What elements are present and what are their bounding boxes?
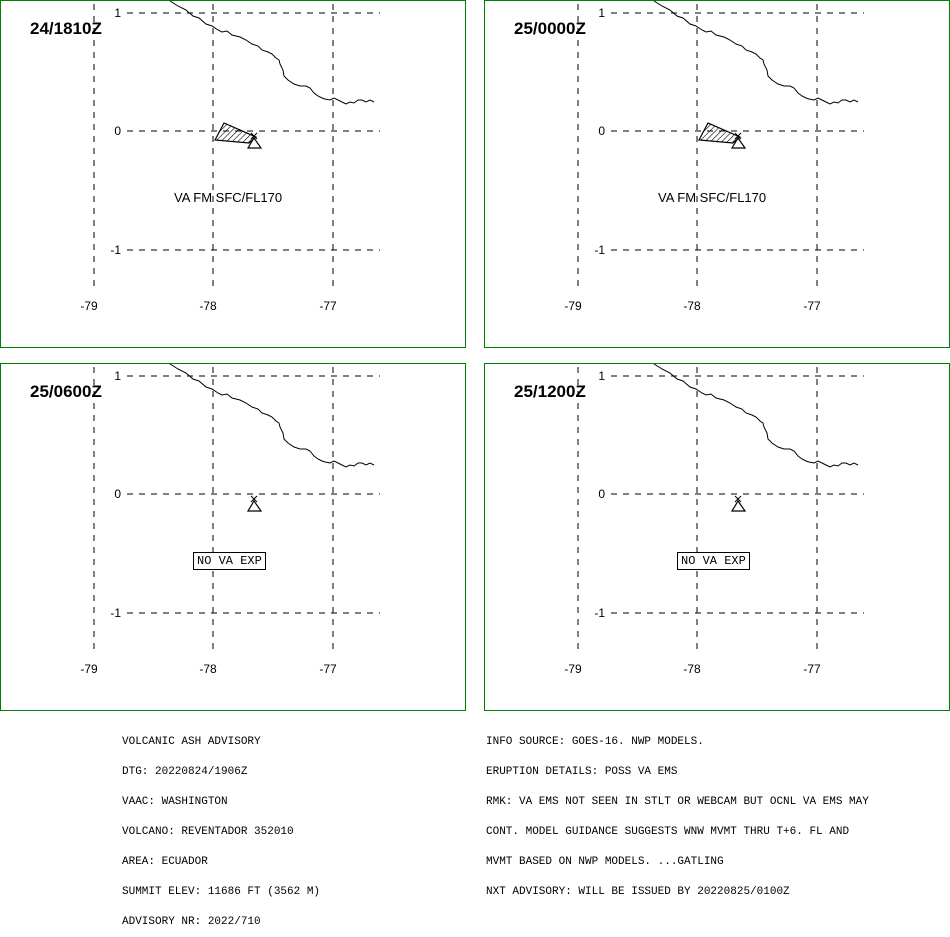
volcano-icon bbox=[246, 495, 263, 512]
latitude-tick-label: 0 bbox=[598, 487, 605, 501]
latitude-tick-label: 1 bbox=[598, 369, 605, 383]
coastline bbox=[653, 363, 859, 468]
valid-time-label: 25/1200Z bbox=[514, 382, 586, 401]
longitude-tick-label: -77 bbox=[803, 299, 821, 313]
volcano-icon bbox=[730, 132, 747, 149]
advisory-line: NXT ADVISORY: WILL BE ISSUED BY 20220825… bbox=[486, 886, 790, 898]
advisory-line: DTG: 20220824/1906Z bbox=[122, 766, 248, 778]
volcano-icon bbox=[246, 132, 263, 149]
advisory-line: RMK: VA EMS NOT SEEN IN STLT OR WEBCAM B… bbox=[486, 796, 869, 808]
advisory-line: CONT. MODEL GUIDANCE SUGGESTS WNW MVMT T… bbox=[486, 826, 850, 838]
panel-frame bbox=[0, 363, 466, 711]
forecast-panel: 1 0 -1 -79 -78 -77 25/0600Z NO VA EXP bbox=[0, 363, 466, 711]
advisory-line: ERUPTION DETAILS: POSS VA EMS bbox=[486, 766, 678, 778]
latitude-tick-label: 0 bbox=[598, 124, 605, 138]
latitude-tick-label: -1 bbox=[110, 606, 121, 620]
longitude-tick-label: -78 bbox=[199, 299, 217, 313]
advisory-line: MVMT BASED ON NWP MODELS. ...GATLING bbox=[486, 856, 724, 868]
latitude-tick-label: 0 bbox=[114, 124, 121, 138]
advisory-line: AREA: ECUADOR bbox=[122, 856, 208, 868]
advisory-line: SUMMIT ELEV: 11686 FT (3562 M) bbox=[122, 886, 321, 898]
longitude-tick-label: -78 bbox=[199, 662, 217, 676]
valid-time-label: 25/0000Z bbox=[514, 19, 586, 38]
longitude-tick-label: -79 bbox=[80, 299, 98, 313]
longitude-tick-label: -78 bbox=[683, 299, 701, 313]
longitude-tick-label: -79 bbox=[564, 662, 582, 676]
no-ash-expected-label: NO VA EXP bbox=[677, 552, 750, 570]
advisory-line: VAAC: WASHINGTON bbox=[122, 796, 228, 808]
coastline bbox=[169, 363, 375, 468]
longitude-tick-label: -79 bbox=[564, 299, 582, 313]
volcano-icon bbox=[730, 495, 747, 512]
forecast-panel: 1 0 -1 -79 -78 -77 25/0000Z VA FM SFC/FL170 bbox=[484, 0, 950, 348]
map-canvas: 1 0 -1 -79 -78 -77 bbox=[0, 363, 466, 711]
ash-cloud-polygon bbox=[214, 122, 258, 144]
latitude-tick-label: 0 bbox=[114, 487, 121, 501]
latitude-tick-label: -1 bbox=[594, 243, 605, 257]
longitude-tick-label: -77 bbox=[319, 299, 337, 313]
longitude-tick-label: -77 bbox=[319, 662, 337, 676]
panel-frame bbox=[484, 363, 950, 711]
advisory-line: INFO SOURCE: GOES-16. NWP MODELS. bbox=[486, 736, 704, 748]
valid-time-label: 25/0600Z bbox=[30, 382, 102, 401]
map-canvas: 1 0 -1 -79 -78 -77 bbox=[0, 0, 466, 348]
latitude-tick-label: -1 bbox=[594, 606, 605, 620]
longitude-tick-label: -77 bbox=[803, 662, 821, 676]
no-ash-expected-label: NO VA EXP bbox=[193, 552, 266, 570]
longitude-tick-label: -78 bbox=[683, 662, 701, 676]
advisory-line: VOLCANIC ASH ADVISORY bbox=[122, 736, 261, 748]
advisory-left-block: VOLCANIC ASH ADVISORY DTG: 20220824/1906… bbox=[122, 717, 320, 937]
latitude-tick-label: -1 bbox=[110, 243, 121, 257]
advisory-right-block: INFO SOURCE: GOES-16. NWP MODELS. ERUPTI… bbox=[486, 717, 869, 907]
coastline bbox=[653, 0, 859, 105]
latitude-tick-label: 1 bbox=[598, 6, 605, 20]
map-canvas: 1 0 -1 -79 -78 -77 bbox=[484, 0, 950, 348]
advisory-line: ADVISORY NR: 2022/710 bbox=[122, 916, 261, 928]
panel-frame bbox=[0, 0, 466, 348]
valid-time-label: 24/1810Z bbox=[30, 19, 102, 38]
latitude-tick-label: 1 bbox=[114, 6, 121, 20]
forecast-panel: 1 0 -1 -79 -78 -77 24/1810Z VA FM SFC/FL170 bbox=[0, 0, 466, 348]
map-canvas: 1 0 -1 -79 -78 -77 bbox=[484, 363, 950, 711]
forecast-panel: 1 0 -1 -79 -78 -77 25/1200Z NO VA EXP bbox=[484, 363, 950, 711]
longitude-tick-label: -79 bbox=[80, 662, 98, 676]
ash-level-label: VA FM SFC/FL170 bbox=[174, 190, 283, 205]
advisory-line: VOLCANO: REVENTADOR 352010 bbox=[122, 826, 294, 838]
ash-level-label: VA FM SFC/FL170 bbox=[658, 190, 767, 205]
latitude-tick-label: 1 bbox=[114, 369, 121, 383]
coastline bbox=[169, 0, 375, 105]
panel-frame bbox=[484, 0, 950, 348]
ash-cloud-polygon bbox=[698, 122, 742, 144]
